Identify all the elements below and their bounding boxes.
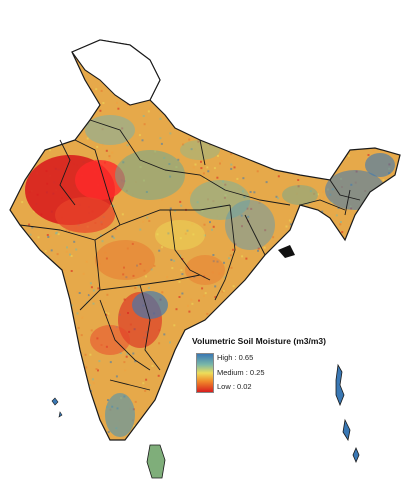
legend: Volumetric Soil Moisture (m3/m3) High : … xyxy=(192,336,352,399)
moisture-patch xyxy=(115,150,185,200)
moisture-patch xyxy=(105,393,135,437)
moisture-patch xyxy=(90,325,130,355)
moisture-patch xyxy=(185,255,225,285)
moisture-patch xyxy=(95,240,155,280)
islands xyxy=(51,363,360,479)
legend-low-label: Low : 0.02 xyxy=(217,382,252,391)
state-boundaries xyxy=(19,119,361,391)
moisture-patch xyxy=(155,220,205,250)
moisture-patch xyxy=(75,160,125,200)
legend-high-label: High : 0.65 xyxy=(217,353,254,362)
legend-color-bar xyxy=(196,353,214,393)
legend-title: Volumetric Soil Moisture (m3/m3) xyxy=(192,336,326,346)
legend-body: High : 0.65 Medium : 0.25 Low : 0.02 xyxy=(192,353,352,399)
moisture-patch xyxy=(55,197,115,233)
moisture-patch xyxy=(282,185,318,205)
legend-medium-label: Medium : 0.25 xyxy=(217,368,265,377)
moisture-patch xyxy=(180,140,220,160)
delta-region xyxy=(278,245,295,258)
no-data-region xyxy=(71,39,161,106)
moisture-patch xyxy=(132,291,168,319)
moisture-patch xyxy=(365,153,395,177)
